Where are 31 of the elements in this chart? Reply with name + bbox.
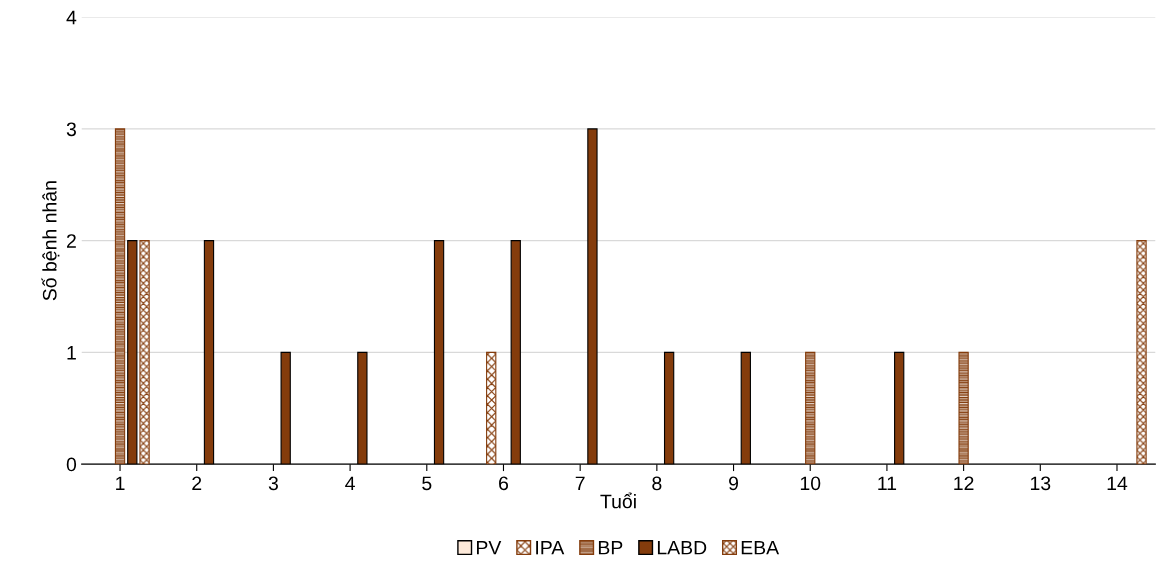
x-tick-label: 7 [575, 476, 585, 491]
bar [1136, 240, 1147, 465]
x-tick-label: 9 [729, 476, 739, 491]
y-axis-title: Số bệnh nhân [41, 181, 60, 301]
x-axis-title: Tuổi [600, 492, 636, 509]
x-tick-label: 12 [954, 476, 974, 491]
legend-label: EBA [741, 540, 780, 555]
legend-label: PV [477, 540, 502, 555]
x-tick-label: 14 [1107, 476, 1128, 491]
y-tick-label: 0 [66, 457, 77, 472]
bar [114, 128, 126, 465]
x-tick-label: 10 [800, 476, 821, 491]
x-tick-label: 11 [878, 476, 897, 491]
legend-label: LABD [657, 540, 707, 555]
x-tick-label: 3 [268, 476, 278, 491]
x-tick-label: 8 [652, 476, 662, 491]
x-tick-label: 5 [422, 476, 432, 491]
x-tick-label: 2 [192, 476, 202, 491]
y-tick-label: 1 [67, 346, 76, 360]
bar [958, 351, 969, 465]
y-tick-label: 2 [66, 234, 76, 248]
y-tick-label: 4 [66, 10, 77, 25]
x-tick-label: 6 [499, 476, 509, 491]
legend-label: BP [598, 540, 623, 555]
bar [805, 351, 816, 465]
y-tick-label: 3 [66, 122, 76, 137]
legend-label: IPA [536, 540, 565, 555]
bar [486, 351, 497, 465]
x-tick-label: 1 [116, 476, 125, 491]
x-tick-label: 4 [345, 476, 355, 491]
x-tick-label: 13 [1030, 476, 1051, 491]
